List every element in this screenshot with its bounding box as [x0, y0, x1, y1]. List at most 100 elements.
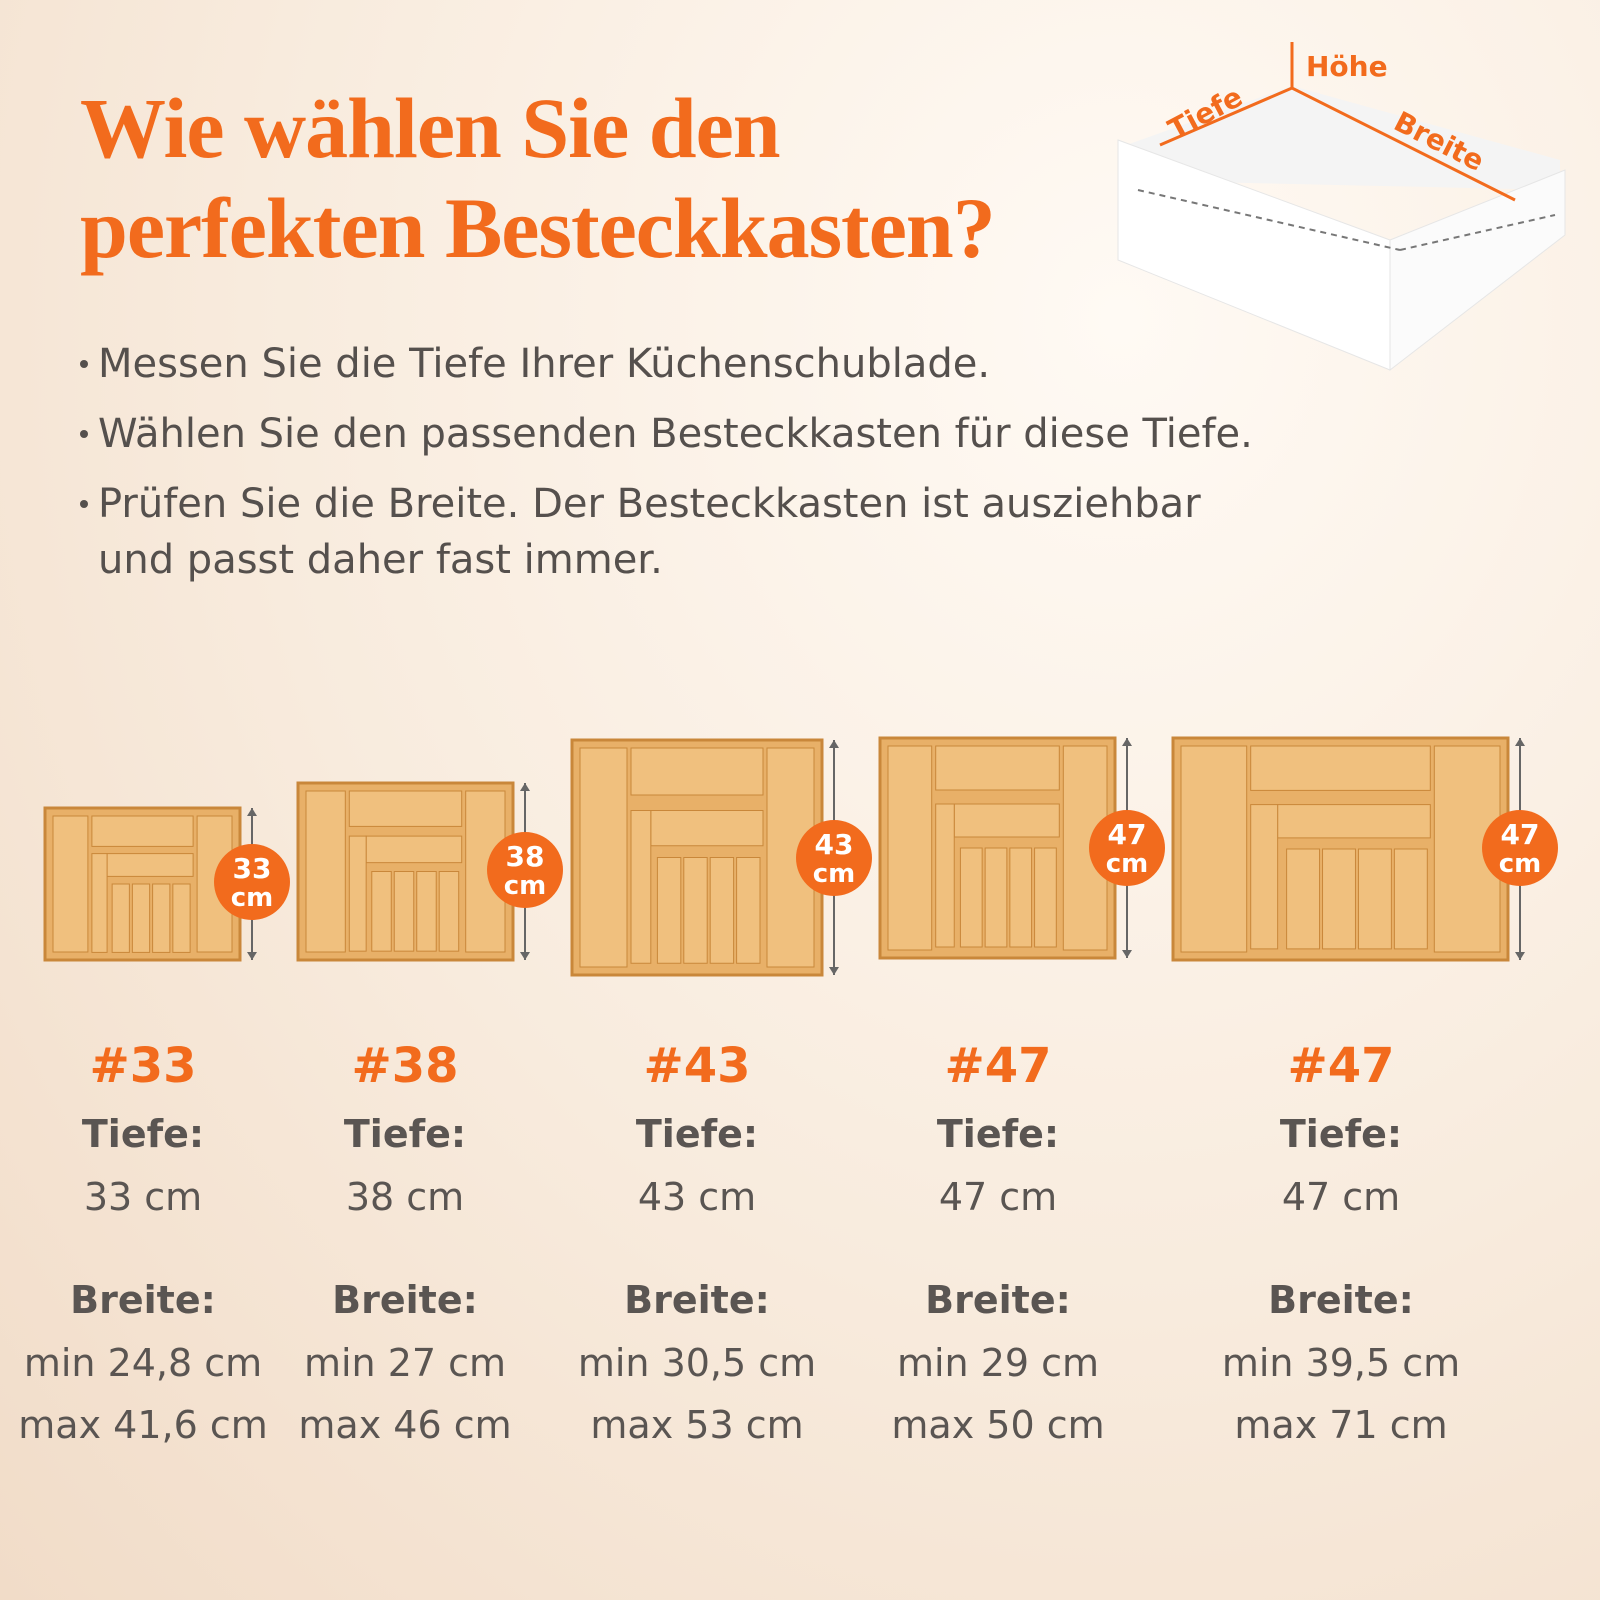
bullet-item: Wählen Sie den passenden Besteckkasten f…	[78, 406, 1253, 462]
drawer-label: Höhe	[1306, 50, 1388, 83]
compartment	[650, 810, 764, 847]
badge	[487, 832, 563, 908]
dash-line	[1399, 214, 1556, 251]
spacer	[547, 1228, 847, 1268]
compartment	[935, 745, 1060, 791]
model-number: #38	[351, 1038, 459, 1094]
width-min: min 39,5 cm	[1221, 1341, 1461, 1385]
slot	[984, 847, 1008, 948]
compartment	[348, 790, 463, 827]
compartment	[1180, 745, 1248, 953]
arrow-head	[1122, 738, 1132, 746]
compartment	[1250, 804, 1279, 950]
compartment	[91, 815, 194, 847]
compartment	[305, 790, 346, 953]
slot	[438, 871, 460, 952]
drawer-illustration: Höhe Tiefe Breite	[1117, 42, 1566, 372]
slot	[959, 847, 983, 948]
compartment	[630, 810, 652, 964]
badge	[214, 844, 290, 920]
width-label: Breite:	[925, 1278, 1071, 1322]
badge-number: 38	[506, 840, 545, 873]
compartment	[1277, 804, 1431, 839]
compartment	[630, 747, 764, 796]
slot	[172, 883, 191, 953]
badge	[796, 820, 872, 896]
width-max: max 41,6 cm	[18, 1403, 268, 1447]
width-min: min 24,8 cm	[23, 1341, 263, 1385]
badge-number: 33	[233, 852, 272, 885]
compartment	[106, 853, 194, 877]
arrow-head	[247, 952, 257, 960]
width-max: max 71 cm	[1234, 1403, 1448, 1447]
spacer	[255, 1228, 555, 1268]
badge-number: 43	[815, 828, 854, 861]
arrow-head	[1122, 950, 1132, 958]
compartment	[348, 835, 367, 952]
depth-value: 47 cm	[938, 1175, 1058, 1219]
product-column: #33 Tiefe: 33 cm Breite: min 24,8 cm max 41,6…	[0, 1030, 293, 1456]
compartment	[935, 803, 955, 948]
bullet-line: und passt daher fast immer.	[98, 537, 663, 583]
spacer	[1191, 1228, 1491, 1268]
arrow-head	[520, 952, 530, 960]
depth-label: Tiefe:	[635, 1112, 759, 1156]
slot	[371, 871, 392, 952]
compartment	[579, 747, 628, 968]
depth-value: 43 cm	[637, 1175, 757, 1219]
slot	[1357, 848, 1392, 950]
badge	[1482, 810, 1558, 886]
arrow-head	[1515, 952, 1525, 960]
product-column: #47 Tiefe: 47 cm Breite: min 29 cm max 50 cm	[848, 1030, 1148, 1456]
bullet-line: Messen Sie die Tiefe Ihrer Küchenschubla…	[98, 341, 991, 387]
arrow-head	[1515, 738, 1525, 746]
arrow-head	[829, 967, 839, 975]
slot	[131, 883, 151, 953]
width-min: min 27 cm	[303, 1341, 507, 1385]
model-number: #43	[643, 1038, 751, 1094]
slot	[416, 871, 437, 952]
depth-label: Tiefe:	[81, 1112, 205, 1156]
badge-number: 47	[1108, 818, 1147, 851]
product-column: #47 Tiefe: 47 cm Breite: min 39,5 cm max 71 c…	[1191, 1030, 1491, 1456]
slot	[683, 857, 708, 964]
model-number: #47	[1287, 1038, 1395, 1094]
width-label: Breite:	[332, 1278, 478, 1322]
arrow-head	[247, 808, 257, 816]
bullet-item: Prüfen Sie die Breite. Der Besteckkasten…	[78, 476, 1253, 588]
slot	[656, 857, 682, 964]
compartment	[1250, 745, 1431, 791]
arrow-head	[829, 740, 839, 748]
bullet-list: Messen Sie die Tiefe Ihrer Küchenschubla…	[78, 336, 1253, 602]
spacer	[848, 1228, 1148, 1268]
model-number: #47	[944, 1038, 1052, 1094]
bullet-line: Wählen Sie den passenden Besteckkasten f…	[98, 411, 1253, 457]
bullet-item: Messen Sie die Tiefe Ihrer Küchenschubla…	[78, 336, 1253, 392]
bullet-line: Prüfen Sie die Breite. Der Besteckkasten…	[98, 481, 1201, 527]
badge-unit: cm	[231, 883, 274, 913]
product-column: #43 Tiefe: 43 cm Breite: min 30,5 cm max 53 c…	[547, 1030, 847, 1456]
arrow-head	[520, 783, 530, 791]
title: Wie wählen Sie den perfekten Besteckkast…	[80, 78, 996, 278]
spacer	[0, 1228, 293, 1268]
depth-value: 47 cm	[1281, 1175, 1401, 1219]
badge-unit: cm	[1106, 849, 1149, 879]
width-label: Breite:	[1268, 1278, 1414, 1322]
slot	[736, 857, 761, 964]
width-min: min 30,5 cm	[577, 1341, 817, 1385]
width-max: max 46 cm	[298, 1403, 512, 1447]
width-label: Breite:	[70, 1278, 216, 1322]
depth-value: 38 cm	[345, 1175, 465, 1219]
compartment	[91, 853, 108, 953]
badge-unit: cm	[1499, 849, 1542, 879]
model-number: #33	[89, 1038, 197, 1094]
compartment	[52, 815, 89, 953]
title-line: perfekten Besteckkasten?	[80, 180, 996, 276]
width-max: max 50 cm	[891, 1403, 1105, 1447]
slot	[1009, 847, 1033, 948]
